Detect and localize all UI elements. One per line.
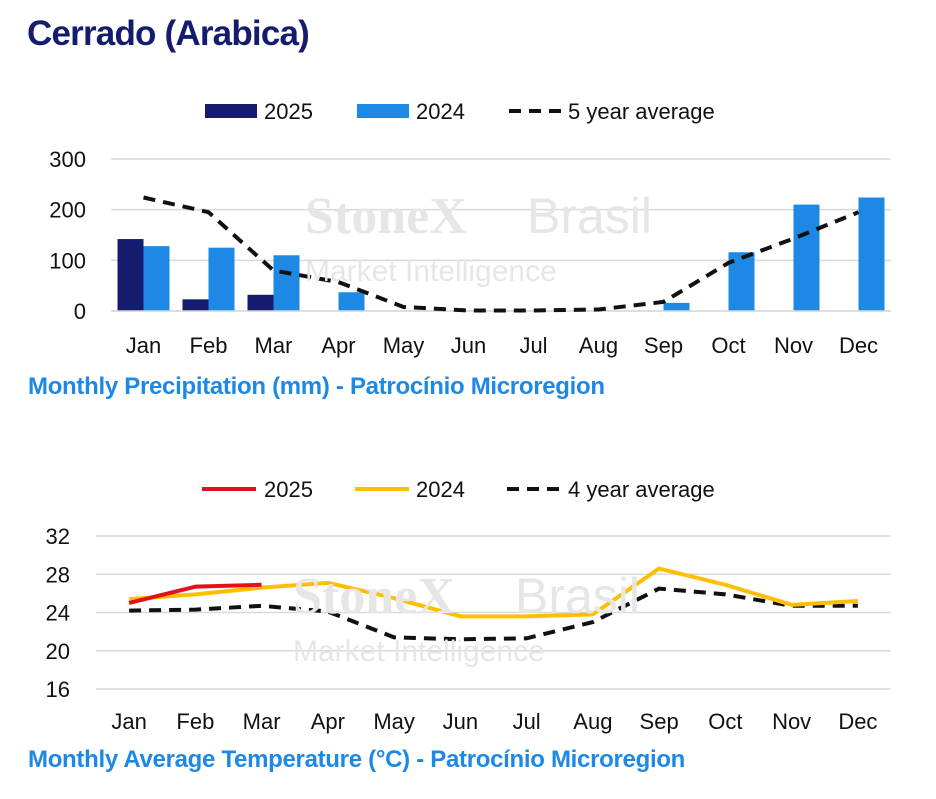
watermark-group: StoneX Brasil Market Intelligence <box>293 568 640 668</box>
watermark-brand: StoneX <box>305 188 467 245</box>
bar-2024 <box>338 292 365 311</box>
y-tick-label: 20 <box>46 639 70 664</box>
y-tick-label: 0 <box>74 299 86 324</box>
y-tick-label: 100 <box>49 248 86 273</box>
x-tick-label: Aug <box>579 333 618 358</box>
x-tick-label: Apr <box>321 333 355 358</box>
legend-label: 2025 <box>264 477 313 502</box>
legend-swatch <box>357 104 409 118</box>
legend-label: 2025 <box>264 99 313 124</box>
watermark-tagline: Market Intelligence <box>293 635 545 668</box>
bar-2024 <box>663 302 690 311</box>
y-tick-label: 300 <box>49 147 86 172</box>
x-tick-label: Jun <box>451 333 486 358</box>
x-tick-label: Nov <box>772 709 811 734</box>
x-tick-label: Nov <box>774 333 813 358</box>
x-tick-label: Aug <box>573 709 612 734</box>
legend: 2025 2024 4 year average <box>202 477 715 502</box>
x-tick-label: May <box>373 709 415 734</box>
legend-label: 4 year average <box>568 477 715 502</box>
watermark-brand: StoneX <box>293 568 455 625</box>
bar-2025 <box>247 294 274 311</box>
y-tick-label: 24 <box>46 601 70 626</box>
page-title: Cerrado (Arabica) <box>27 14 310 53</box>
series-line-average <box>143 195 860 313</box>
x-tick-label: Oct <box>708 709 742 734</box>
x-tick-label: Feb <box>176 709 214 734</box>
temperature-chart-caption: Monthly Average Temperature (°C) - Patro… <box>28 746 686 773</box>
bar-2024 <box>793 204 820 311</box>
x-tick-label: Mar <box>243 709 281 734</box>
x-tick-label: Oct <box>711 333 745 358</box>
legend-label: 2024 <box>416 99 465 124</box>
x-tick-label: Sep <box>644 333 683 358</box>
bar-2024 <box>208 247 235 311</box>
legend-label: 5 year average <box>568 99 715 124</box>
legend: 2025 2024 5 year average <box>205 99 715 124</box>
bar-2025 <box>117 239 144 311</box>
precipitation-chart: 0 100 200 300 Jan Feb Mar Apr May Jun Jul Aug Sep Oct… <box>49 99 891 358</box>
series-line-2025 <box>128 582 262 605</box>
watermark-brand-suffix: Brasil <box>527 188 652 244</box>
watermark-tagline: Market Intelligence <box>305 255 557 288</box>
y-tick-label: 16 <box>46 677 70 702</box>
x-tick-label: Sep <box>640 709 679 734</box>
x-tick-label: Jan <box>126 333 161 358</box>
watermark-group: StoneX Brasil Market Intelligence <box>305 188 652 288</box>
legend-swatch <box>205 104 257 118</box>
x-tick-label: Jan <box>111 709 146 734</box>
series-line-4-year-average <box>129 586 858 642</box>
bar-2024 <box>858 197 885 311</box>
legend-label: 2024 <box>416 477 465 502</box>
bar-2025 <box>182 299 209 311</box>
bar-2024 <box>273 255 300 311</box>
y-tick-label: 32 <box>46 524 70 549</box>
x-tick-label: Jul <box>519 333 547 358</box>
bar-2024 <box>143 246 170 311</box>
x-tick-label: Jun <box>443 709 478 734</box>
x-tick-label: Dec <box>838 709 877 734</box>
x-tick-label: Jul <box>513 709 541 734</box>
y-tick-label: 28 <box>46 562 70 587</box>
x-tick-label: Mar <box>255 333 293 358</box>
watermark-brand-suffix: Brasil <box>515 568 640 624</box>
series-line-2024 <box>128 566 858 619</box>
y-tick-label: 200 <box>49 198 86 223</box>
precipitation-chart-caption: Monthly Precipitation (mm) - Patrocínio … <box>28 373 605 400</box>
x-tick-label: Dec <box>839 333 878 358</box>
x-tick-label: Apr <box>311 709 345 734</box>
x-tick-label: Feb <box>190 333 228 358</box>
x-tick-label: May <box>383 333 425 358</box>
